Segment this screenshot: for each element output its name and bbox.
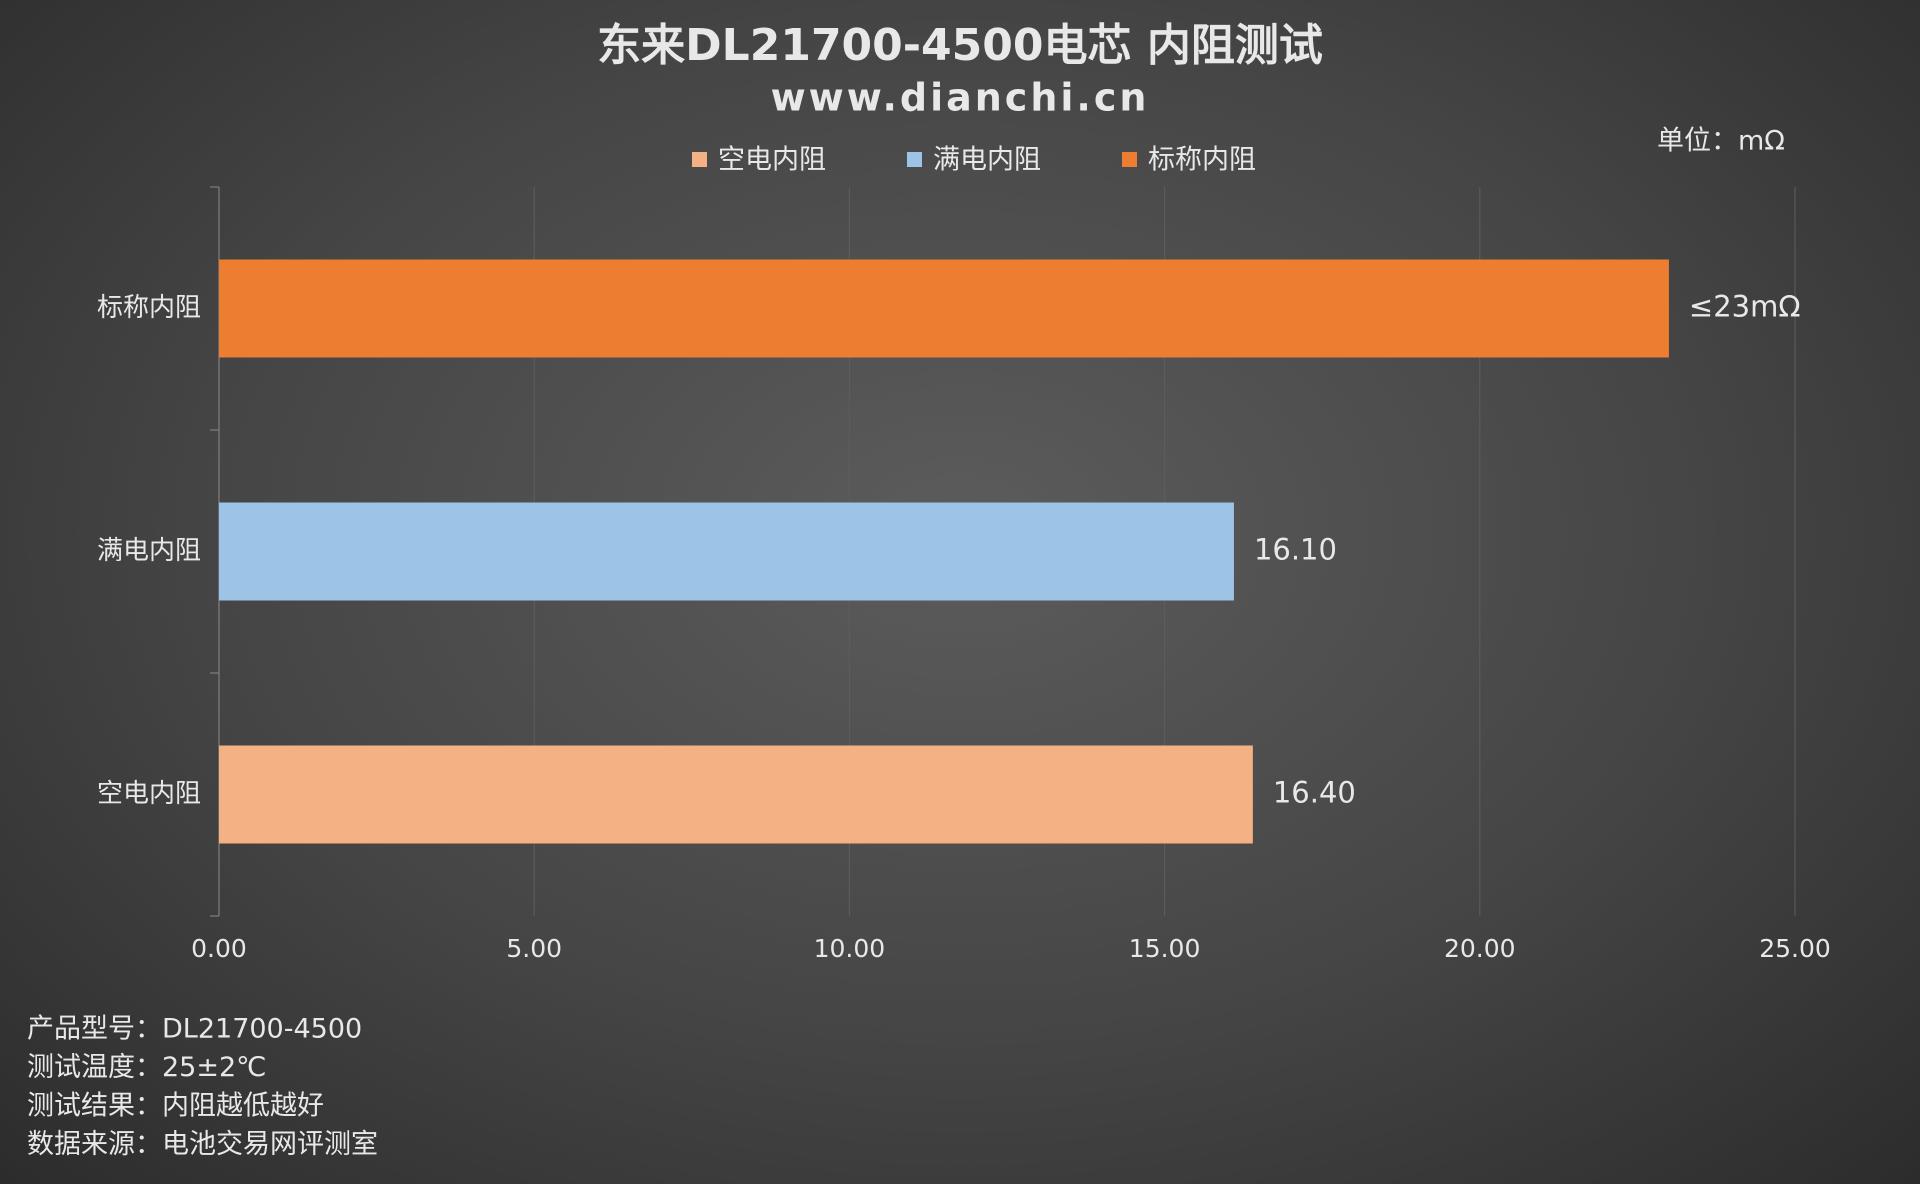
note: 测试结果：内阻越低越好	[27, 1091, 324, 1122]
chart-subtitle: www.dianchi.cn	[771, 76, 1150, 120]
value-label: ≤23mΩ	[1689, 290, 1801, 324]
x-tick-label: 10.00	[814, 934, 886, 963]
bar	[219, 259, 1669, 358]
y-tick-label: 空电内阻	[97, 779, 201, 809]
legend-label: 标称内阻	[1148, 145, 1256, 176]
x-tick-label: 15.00	[1129, 934, 1201, 963]
value-label: 16.10	[1254, 533, 1337, 567]
legend-swatch	[907, 152, 922, 167]
value-label: 16.40	[1273, 776, 1356, 810]
note: 数据来源：电池交易网评测室	[27, 1129, 378, 1160]
unit-label: 单位：mΩ	[1657, 126, 1785, 157]
chart-title: 东来DL21700-4500电芯 内阻测试	[597, 20, 1323, 71]
x-tick-label: 25.00	[1759, 934, 1831, 963]
note: 测试温度：25±2℃	[27, 1052, 266, 1083]
x-tick-label: 0.00	[191, 934, 247, 963]
bar	[219, 745, 1253, 844]
bar	[219, 502, 1234, 601]
legend-swatch	[1122, 152, 1137, 167]
x-tick-label: 5.00	[506, 934, 562, 963]
legend-label: 满电内阻	[933, 145, 1041, 176]
x-tick-label: 20.00	[1444, 934, 1516, 963]
y-tick-label: 标称内阻	[97, 293, 201, 323]
note: 产品型号：DL21700-4500	[27, 1014, 362, 1045]
y-tick-label: 满电内阻	[97, 536, 201, 566]
legend-swatch	[692, 152, 707, 167]
legend-label: 空电内阻	[718, 145, 826, 176]
y-axis-ticks	[210, 186, 219, 917]
